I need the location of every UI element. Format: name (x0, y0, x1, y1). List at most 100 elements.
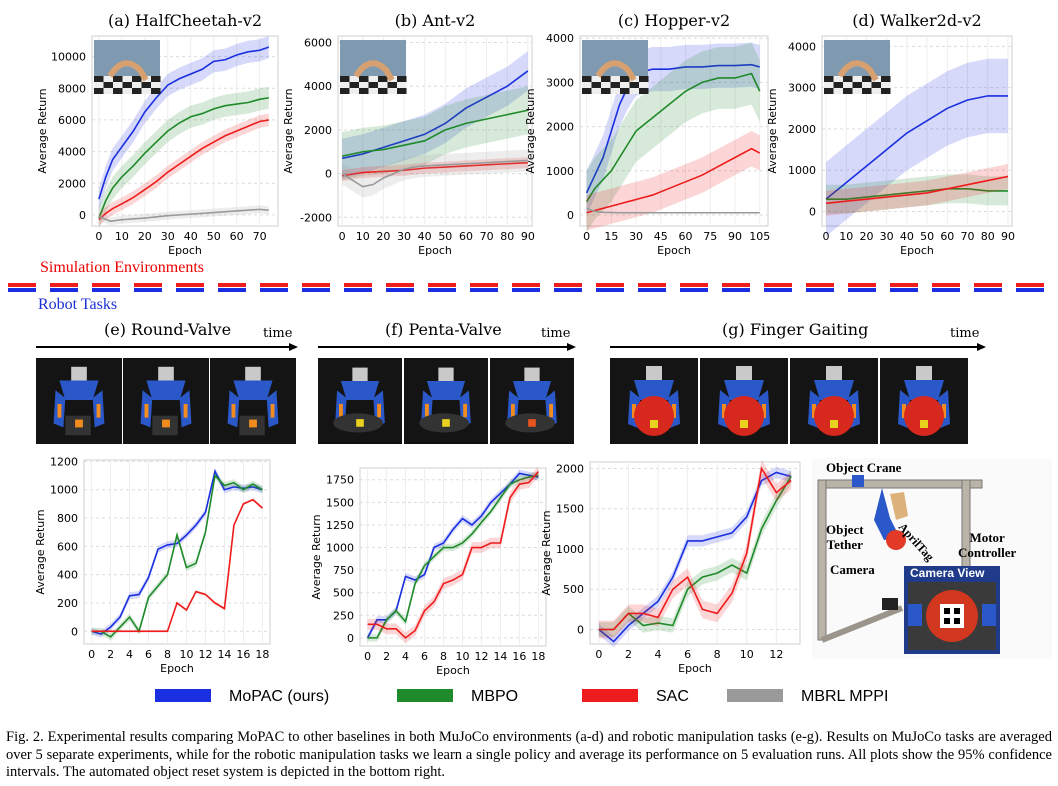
x-axis-label: Epoch (160, 662, 194, 675)
chart-title: (a) HalfCheetah-v2 (108, 11, 262, 30)
x-tick-label: 45 (654, 230, 668, 243)
y-tick-label: 1500 (326, 496, 354, 509)
y-tick-label: 0 (577, 624, 584, 637)
robot-photo-frame (610, 358, 698, 444)
y-tick-label: 2000 (556, 462, 584, 475)
x-tick-label: 8 (440, 650, 447, 663)
x-axis-label: Epoch (678, 662, 712, 675)
y-tick-label: 0 (79, 209, 86, 222)
x-tick-label: 105 (749, 230, 770, 243)
y-tick-label: 800 (57, 512, 78, 525)
x-tick-label: 0 (823, 230, 830, 243)
series-line (98, 96, 269, 219)
series-line (825, 175, 1009, 205)
series-line (98, 46, 270, 200)
y-tick-label: 750 (333, 564, 354, 577)
section-separator (8, 283, 1050, 292)
x-tick-label: 10 (455, 650, 469, 663)
y-tick-label: 4000 (58, 146, 86, 159)
robot-photo-frame (790, 358, 878, 444)
x-tick-label: 16 (512, 650, 526, 663)
x-tick-label: 30 (629, 230, 643, 243)
y-tick-label: 600 (57, 540, 78, 553)
legend-swatch (582, 689, 638, 702)
plot-area (83, 459, 271, 645)
x-tick-label: 40 (184, 230, 198, 243)
x-axis-label: Epoch (900, 244, 934, 257)
x-tick-label: 8 (164, 648, 171, 661)
robot-photo-frame (404, 358, 488, 444)
x-tick-label: 30 (880, 230, 894, 243)
x-tick-label: 80 (981, 230, 995, 243)
task-title-penta-valve: (f) Penta-Valve (385, 320, 502, 339)
y-tick-label: 8000 (58, 82, 86, 95)
chart-3: 0 1000 2000 3000 4000 0 10 20 30 40 50 60 70 80 90 Epoc… (766, 11, 1015, 257)
series-line (826, 188, 1008, 200)
series-line (585, 63, 760, 194)
x-tick-label: 20 (138, 230, 152, 243)
chart-2: 0 1000 2000 3000 4000 0 15 30 45 60 75 90 105 Epoch Av… (524, 11, 770, 257)
label-object-tether: Object Tether (826, 522, 864, 552)
y-tick-label: 2000 (304, 124, 332, 137)
robot-photo-frame (700, 358, 788, 444)
x-tick-label: 14 (493, 650, 507, 663)
environment-thumbnail (340, 40, 407, 94)
x-tick-label: 90 (1001, 230, 1015, 243)
x-tick-label: 15 (604, 230, 618, 243)
y-tick-label: 2000 (546, 121, 574, 134)
robot-photo-frame (36, 358, 122, 444)
section-label-simulation: Simulation Environments (40, 259, 204, 276)
y-tick-label: 1000 (556, 543, 584, 556)
x-tick-label: 6 (145, 648, 152, 661)
y-tick-label: 0 (347, 632, 354, 645)
legend-label: MBPO (471, 688, 518, 705)
environment-thumbnail (824, 40, 891, 94)
label-camera-view: Camera View (910, 566, 985, 580)
x-tick-label: 12 (769, 648, 783, 661)
series-line (91, 473, 263, 638)
x-tick-label: 10 (179, 648, 193, 661)
series-line (98, 119, 269, 221)
y-axis-label: Average Return (282, 88, 295, 173)
y-tick-label: 6000 (304, 37, 332, 50)
series-line (91, 498, 263, 633)
x-tick-label: 0 (95, 230, 102, 243)
x-tick-label: 4 (126, 648, 133, 661)
series-line (341, 159, 528, 188)
y-axis-label: Average Return (36, 88, 49, 173)
y-tick-label: 400 (57, 569, 78, 582)
confidence-band (586, 42, 760, 233)
legend: MoPAC (ours) MBPO SAC MBRL MPPI (155, 688, 888, 705)
y-tick-label: 500 (563, 583, 584, 596)
y-tick-label: 0 (809, 206, 816, 219)
time-arrows (36, 343, 986, 351)
y-tick-label: 1000 (326, 542, 354, 555)
x-tick-label: 12 (474, 650, 488, 663)
series-line (586, 207, 760, 214)
confidence-band (342, 149, 528, 198)
x-tick-label: 0 (595, 648, 602, 661)
y-tick-label: 1000 (546, 165, 574, 178)
series-line (598, 476, 792, 631)
x-tick-label: 40 (900, 230, 914, 243)
legend-swatch (155, 689, 211, 702)
legend-label: SAC (656, 688, 689, 705)
y-tick-label: 1000 (788, 164, 816, 177)
confidence-band (98, 113, 269, 226)
y-tick-label: 0 (567, 209, 574, 222)
confidence-band (826, 58, 1008, 237)
x-tick-label: 50 (438, 230, 452, 243)
robot-photo-frame (210, 358, 296, 444)
environment-thumbnail (94, 40, 161, 94)
x-axis-label: Epoch (418, 244, 452, 257)
task-title-round-valve: (e) Round-Valve (104, 320, 232, 339)
x-axis-label: Epoch (436, 664, 470, 677)
robot-photo-frame (490, 358, 574, 444)
x-tick-label: 4 (402, 650, 409, 663)
y-tick-label: 10000 (51, 51, 86, 64)
legend-swatch (397, 689, 453, 702)
x-tick-label: 10 (356, 230, 370, 243)
x-tick-label: 50 (207, 230, 221, 243)
